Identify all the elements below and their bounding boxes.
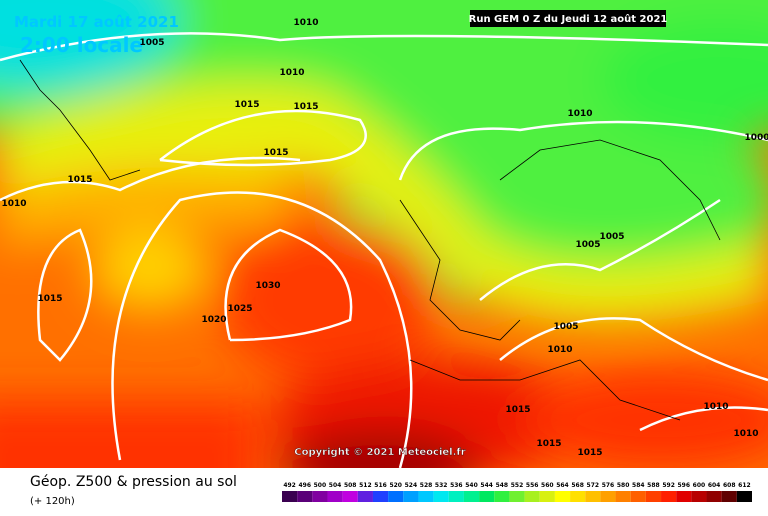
local-time: 2:00 locale [20,33,143,57]
isobar-label: 1010 [1,199,26,209]
isobar-label: 1010 [547,345,572,355]
scale-label: 572 [587,482,600,489]
scale-label: 568 [571,482,584,489]
scale-swatch [691,491,707,502]
scale-swatch [554,491,571,502]
scale-label: 608 [723,482,736,489]
scale-label: 516 [374,482,387,489]
scale-swatch [297,491,313,502]
scale-label: 600 [693,482,706,489]
scale-swatch [342,491,358,502]
isobar-label: 1010 [279,68,304,78]
scale-label: 596 [678,482,691,489]
isobars [0,32,768,468]
scale-swatch [645,491,662,502]
scale-swatch [372,491,389,502]
scale-label: 532 [435,482,448,489]
scale-label: 560 [541,482,554,489]
isobar-label: 1015 [67,175,92,185]
scale-label: 496 [298,482,311,489]
scale-label: 548 [496,482,509,489]
isobar-label: 1015 [37,294,62,304]
scale-swatch [524,491,540,502]
scale-label: 504 [329,482,342,489]
scale-swatch [463,491,480,502]
run-box [470,10,666,27]
isobar-label: 1005 [553,322,578,332]
scale-label: 604 [708,482,721,489]
scale-swatch [736,491,752,502]
scale-swatch [282,491,298,502]
scale-label: 544 [480,482,493,489]
scale-swatch [357,491,373,502]
isobar-label: 1000 [744,133,768,143]
scale-swatch [600,491,616,502]
scale-label: 528 [420,482,433,489]
scale-swatch [327,491,343,502]
isobar-label: 1015 [536,439,561,449]
legend-title: Géop. Z500 & pression au sol [30,474,237,490]
isobar-label: 1015 [234,100,259,110]
scale-swatch [585,491,601,502]
isobar-label: 1005 [575,240,600,250]
date: Mardi 17 août 2021 [14,13,179,31]
scale-swatch [479,491,495,502]
legend-subtitle: (+ 120h) [30,496,75,507]
scale-swatch [494,491,510,502]
scale-label: 556 [526,482,539,489]
scale-swatch [721,491,737,502]
scale-swatch [418,491,434,502]
scale-label: 612 [738,482,751,489]
scale-swatch [615,491,631,502]
copyright: Copyright © 2021 Meteociel.fr [294,447,465,458]
isobar-label: 1020 [201,315,226,325]
scale-swatch [403,491,419,502]
isobar-label: 1010 [293,18,318,28]
isobar-label: 1010 [703,402,728,412]
coastlines [19,59,721,421]
scale-swatch [706,491,722,502]
scale-label: 492 [283,482,296,489]
scale-label: 512 [359,482,372,489]
isobar-label: 1015 [263,148,288,158]
isobar-label: 1005 [139,38,164,48]
scale-swatch [312,491,328,502]
scale-label: 584 [632,482,645,489]
scale-swatch [630,491,646,502]
scale-label: 588 [647,482,660,489]
footer [0,468,768,512]
scale-label: 524 [405,482,418,489]
scale-label: 552 [511,482,524,489]
scale-swatch [676,491,692,502]
isobar-label: 1025 [227,304,252,314]
isobar-label: 1010 [567,109,592,119]
scale-swatch [448,491,464,502]
run-label: Run GEM 0 Z du Jeudi 12 août 2021 [469,13,668,25]
scale-swatch [661,491,677,502]
scale-label: 592 [662,482,675,489]
scale-swatch [433,491,449,502]
scale-swatch [570,491,586,502]
scale-swatch [509,491,525,502]
isobar-label: 1030 [255,281,280,291]
isobar-label: 1005 [599,232,624,242]
isobar-label: 1010 [733,429,758,439]
scale-label: 564 [556,482,569,489]
scale-label: 580 [617,482,630,489]
scale-swatch [539,491,555,502]
scale-label: 520 [389,482,402,489]
scale-label: 536 [450,482,463,489]
scale-swatch [388,491,404,502]
isobar-label: 1015 [505,405,530,415]
isobar-label: 1015 [577,448,602,458]
scale-label: 500 [314,482,327,489]
isobar-label: 1015 [293,102,318,112]
scale-label: 508 [344,482,357,489]
scale-label: 576 [602,482,615,489]
scale-label: 540 [465,482,478,489]
